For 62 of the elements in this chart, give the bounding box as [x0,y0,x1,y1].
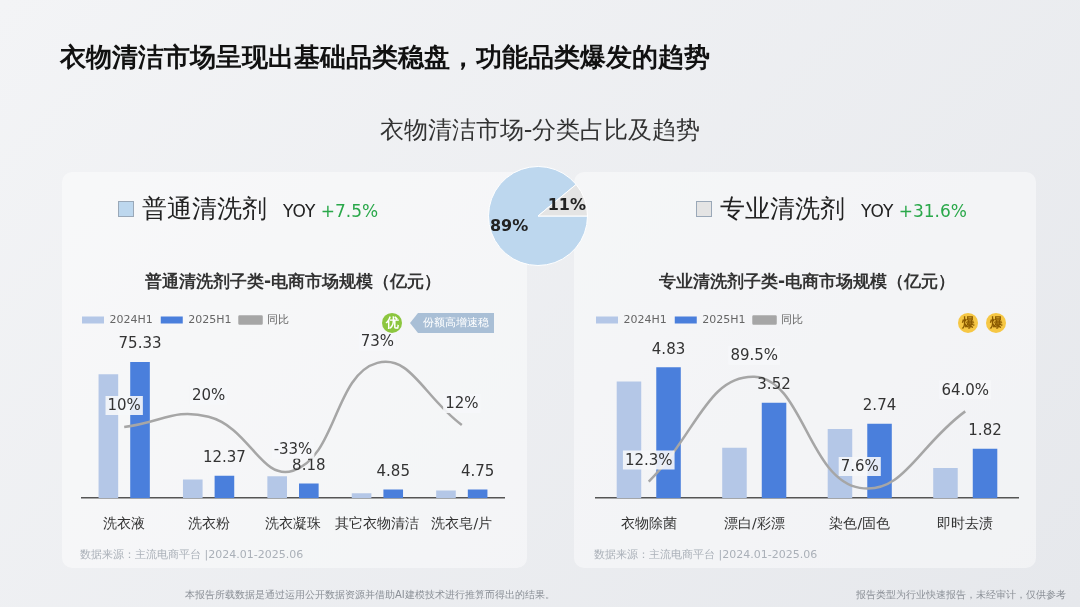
data-label: 3.52 [757,375,791,394]
text: 本报告所载数据是通过运用公开数据资源并借助AI建模技术进行推算而得出的结果。 [185,588,555,602]
text: 报告类型为行业快速报告，未经审计，仅供参考 [856,588,1066,602]
legend-label: 同比 [267,312,290,326]
text: 优 [384,315,399,331]
text: YOY +31.6% [861,201,967,221]
data-label: 4.75 [460,462,495,480]
legend-label: 2024H1 [109,312,153,326]
data-label: 12.37 [202,448,246,467]
x-tick-label: 洗衣皂/片 [431,515,493,532]
bar [182,479,203,499]
text: YOY +7.5% [283,201,379,221]
legend-label: 普通清洗剂 [142,194,267,223]
bar [933,468,958,499]
bar [214,475,235,499]
x-tick-label: 染色/固色 [829,515,891,532]
bar [351,493,372,499]
chart-title: 专业清洗剂子类-电商市场规模（亿元） [657,270,956,291]
data-label: 75.33 [118,334,162,353]
chart-title: 普通清洗剂子类-电商市场规模（亿元） [143,270,442,291]
bar [267,476,287,499]
bar [467,489,488,499]
data-label: 20% [191,386,226,405]
x-tick-label: 洗衣粉 [187,515,230,532]
x-tick-label: 即时去渍 [937,515,994,532]
data-label: 89.5% [730,346,779,365]
data-label: 2.74 [862,396,897,415]
chart-title: 衣物清洁市场-分类占比及趋势 [378,115,702,146]
bar [972,448,998,499]
data-label: 7.6% [840,457,879,476]
legend-label: 同比 [781,312,804,326]
x-tick-label: 衣物除菌 [620,515,677,532]
legend-label: 专业清洗剂 [720,194,845,223]
data-label: 11% [547,194,587,214]
data-label: -33% [273,440,313,459]
bar [761,402,787,499]
x-tick-label: 洗衣凝珠 [265,515,321,532]
text: 衣物清洁市场呈现出基础品类稳盘，功能品类爆发的趋势 [60,41,710,74]
x-tick-label: 洗衣液 [103,515,146,532]
data-label: 64.0% [941,380,990,399]
data-label: 73% [360,332,395,351]
bar [436,490,456,499]
x-tick-label: 漂白/彩漂 [723,515,785,532]
source-note: 数据来源：主流电商平台 |2024.01-2025.06 [80,547,305,562]
data-label: 4.85 [376,461,410,480]
x-tick-label: 其它衣物清洁 [335,515,420,532]
data-label: 10% [107,396,141,415]
source-note: 数据来源：主流电商平台 |2024.01-2025.06 [594,547,819,562]
legend-label: 2024H1 [623,312,667,326]
legend-label: 2025H1 [188,312,232,326]
data-label: 4.83 [651,339,686,358]
data-label: 12.3% [624,450,673,469]
data-label: 12% [445,394,479,413]
text: 份额高增速稳 [423,315,489,329]
text: 爆 [988,315,1004,331]
data-label: 89% [489,215,529,235]
bar [383,489,404,499]
legend-label: 2025H1 [702,312,746,326]
bar [722,447,747,499]
bar [299,483,319,499]
data-label: 1.82 [968,421,1002,440]
text: 爆 [960,315,976,331]
